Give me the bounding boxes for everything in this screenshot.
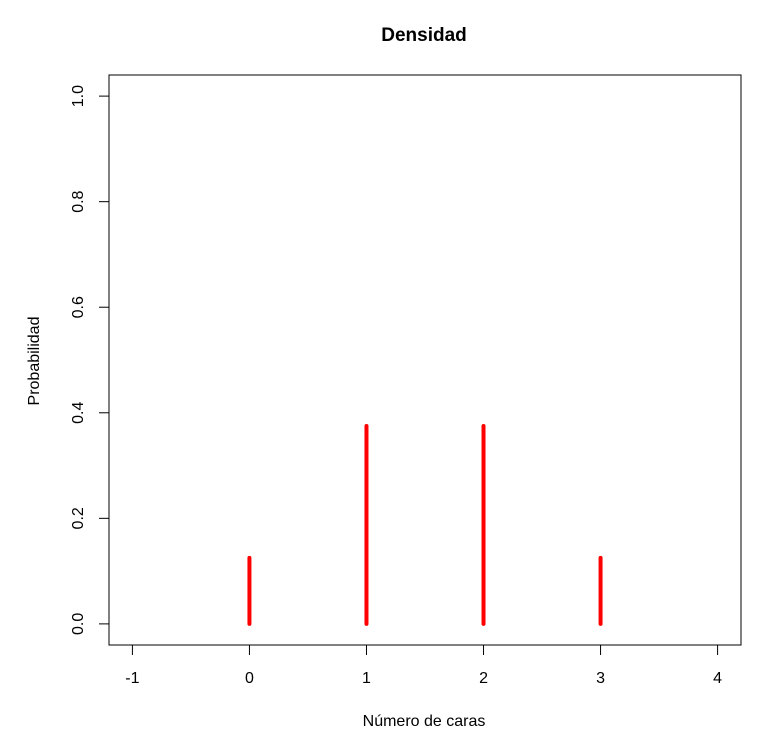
x-tick-label: 1 <box>362 670 371 687</box>
y-tick-label: 0.2 <box>70 507 87 529</box>
x-axis: -1 0 1 2 3 4 <box>125 644 722 687</box>
y-tick-label: 0.0 <box>70 613 87 635</box>
y-axis-label: Probabilidad <box>26 317 43 406</box>
x-axis-label: Número de caras <box>363 713 486 730</box>
x-tick-label: 4 <box>713 670 722 687</box>
x-tick-label: -1 <box>125 670 139 687</box>
x-tick-label: 3 <box>596 670 605 687</box>
y-tick-label: 0.8 <box>70 190 87 212</box>
y-axis: 0.0 0.2 0.4 0.6 0.8 1.0 <box>70 85 110 635</box>
x-tick-label: 0 <box>245 670 254 687</box>
x-tick-label: 2 <box>479 670 488 687</box>
bars-group <box>247 423 603 626</box>
y-tick-label: 0.6 <box>70 296 87 318</box>
y-tick-label: 1.0 <box>70 85 87 107</box>
y-tick-label: 0.4 <box>70 402 87 424</box>
plot-area <box>108 74 742 646</box>
chart-title: Densidad <box>381 25 467 46</box>
